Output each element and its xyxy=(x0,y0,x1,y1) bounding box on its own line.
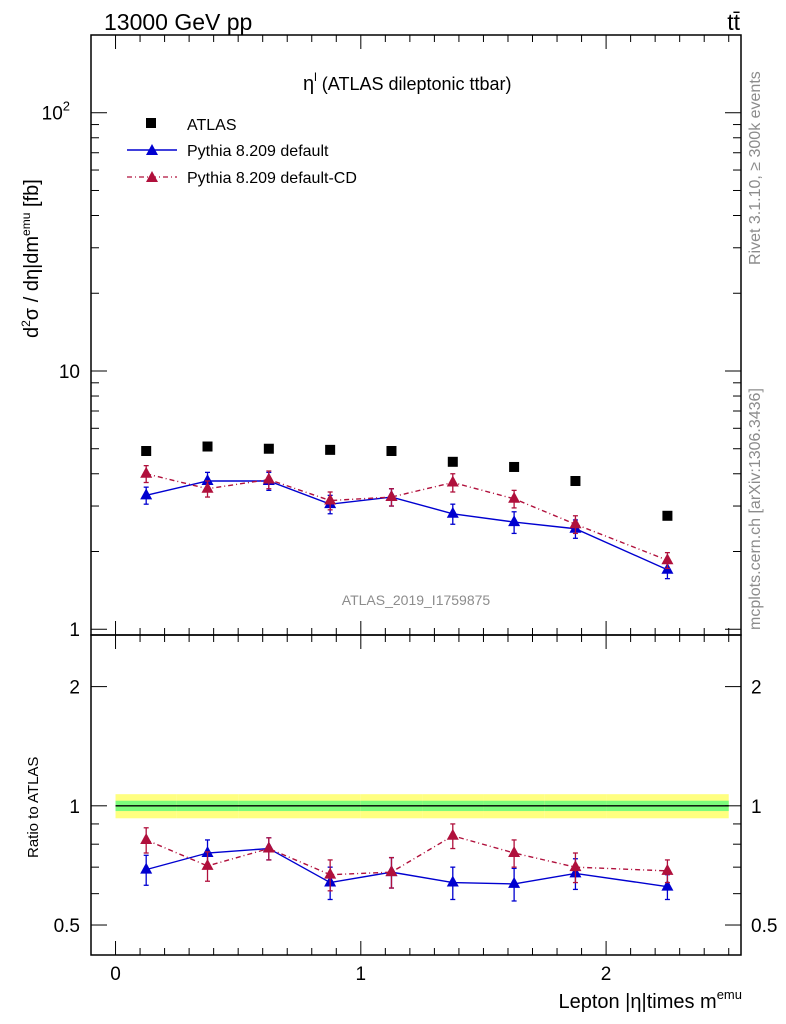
mcplots-label: mcplots.cern.ch [arXiv:1306.3436] xyxy=(747,388,764,630)
point-default xyxy=(508,515,521,527)
ratio-point-cd xyxy=(446,828,459,840)
legend: ATLAS Pythia 8.209 default Pythia 8.209 … xyxy=(127,117,357,187)
ratio-point-default xyxy=(446,875,459,887)
y-tick-label-main: 102 xyxy=(42,99,70,125)
point-cd xyxy=(262,472,275,484)
x-axis-title-main: Lepton |η|times m xyxy=(558,991,716,1013)
ratio-uncertainty-bands xyxy=(115,794,729,819)
y-tick-label-ratio: 1 xyxy=(69,797,80,818)
y-axis-title-ratio: Ratio to ATLAS xyxy=(25,757,42,858)
y-tick-label-ratio-right: 2 xyxy=(751,678,762,699)
point-atlas xyxy=(509,461,520,472)
ratio-plot-frame xyxy=(90,634,742,956)
plot-title: ηl (ATLAS dileptonic ttbar) xyxy=(303,70,512,95)
ratio-line-cd xyxy=(145,835,668,876)
legend-atlas-label: ATLAS xyxy=(187,117,237,134)
rivet-label: Rivet 3.1.10, ≥ 300k events xyxy=(747,71,764,265)
point-cd xyxy=(569,517,582,529)
series-line-cd xyxy=(146,473,668,561)
point-atlas xyxy=(325,444,336,455)
point-default xyxy=(140,488,153,500)
y-axis-title-main: d2σ / dη|dmemu [fb] xyxy=(19,179,43,338)
x-axis-title-sup: emu xyxy=(717,987,742,1002)
legend-cd-label: Pythia 8.209 default-CD xyxy=(187,170,357,187)
y-tick-label-main: 10 xyxy=(59,362,80,383)
ratio-point-cd xyxy=(324,867,337,879)
point-default xyxy=(446,506,459,518)
ratio-point-cd xyxy=(262,841,275,853)
legend-default-marker xyxy=(146,144,158,155)
header-process-label: tt̄ xyxy=(727,9,740,35)
x-axis-title: Lepton |η|times memu xyxy=(558,987,742,1013)
ratio-point-cd xyxy=(201,858,214,870)
ratio-point-default xyxy=(140,862,153,874)
analysis-watermark: ATLAS_2019_I1759875 xyxy=(342,592,491,608)
plot-title-sup: l xyxy=(314,70,317,84)
point-cd xyxy=(661,553,674,565)
point-atlas xyxy=(662,510,673,521)
plot-title-rest: (ATLAS dileptonic ttbar) xyxy=(317,74,512,94)
point-cd xyxy=(140,466,153,478)
point-atlas xyxy=(202,441,213,452)
y-tick-label-ratio: 0.5 xyxy=(54,916,80,937)
ratio-point-cd xyxy=(661,863,674,875)
header-collision-label: 13000 GeV pp xyxy=(104,9,252,35)
legend-default-label: Pythia 8.209 default xyxy=(187,143,329,160)
y-tick-label-ratio: 2 xyxy=(69,678,80,699)
axis-tick-labels: 0 1 2 1 10 102 0.5 0.5 1 1 2 2 xyxy=(42,99,778,985)
y-tick-label-ratio-right: 0.5 xyxy=(751,916,777,937)
point-cd xyxy=(446,475,459,487)
point-atlas xyxy=(263,443,274,454)
axis-ticks xyxy=(91,34,741,955)
ratio-point-cd xyxy=(569,860,582,872)
y-tick-label-ratio-right: 1 xyxy=(751,797,762,818)
point-cd xyxy=(508,491,521,503)
y-tick-label-main: 1 xyxy=(69,620,80,641)
ratio-point-cd xyxy=(508,846,521,858)
x-tick-label: 0 xyxy=(110,964,121,985)
series-line-default xyxy=(146,480,668,571)
ratio-point-cd xyxy=(140,832,153,844)
ratio-point-default xyxy=(661,879,674,891)
legend-cd-marker xyxy=(146,171,158,182)
point-default xyxy=(201,474,214,486)
ratio-point-default xyxy=(508,876,521,888)
point-atlas xyxy=(447,456,458,467)
point-cd xyxy=(201,481,214,493)
data-marks xyxy=(140,441,674,902)
x-tick-label: 1 xyxy=(356,964,367,985)
ratio-point-cd xyxy=(385,865,398,877)
point-atlas xyxy=(570,476,581,487)
legend-atlas-marker xyxy=(146,118,156,128)
plot-title-main: η xyxy=(303,73,314,95)
x-tick-label: 2 xyxy=(601,964,612,985)
point-atlas xyxy=(141,446,152,457)
point-cd xyxy=(385,490,398,502)
point-cd xyxy=(324,493,337,505)
point-atlas xyxy=(386,446,397,457)
